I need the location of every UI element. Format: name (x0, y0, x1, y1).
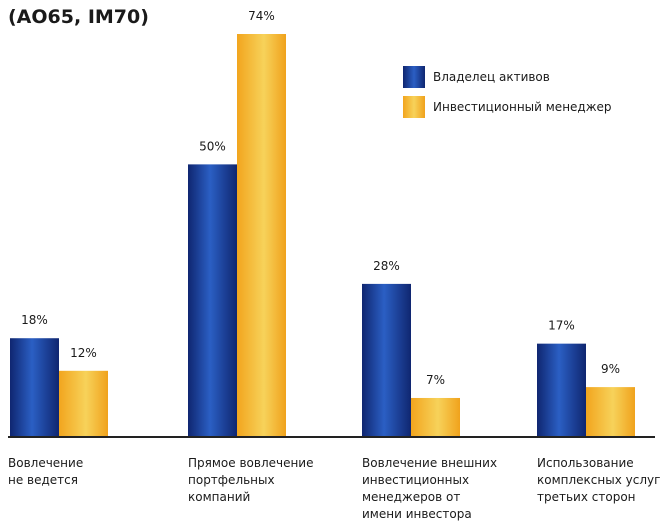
bar-investment-manager-2 (237, 34, 286, 436)
legend-item-asset-owner: Владелец активов (403, 66, 550, 88)
category-label-line: третьих сторон (537, 490, 636, 504)
bar-investment-manager-3 (411, 397, 460, 436)
chart-title: (AO65, IM70) (8, 6, 149, 28)
legend-swatch-blue (403, 66, 425, 88)
category-label-line: портфельных (188, 473, 275, 487)
legend-label: Владелец активов (433, 70, 550, 84)
value-label-asset-owner-1: 18% (21, 313, 48, 327)
value-label-investment-manager-4: 9% (601, 362, 620, 376)
value-label-asset-owner-4: 17% (548, 319, 575, 333)
bar-investment-manager-4 (586, 387, 635, 436)
legend-item-investment-manager: Инвестиционный менеджер (403, 96, 612, 118)
value-label-asset-owner-3: 28% (373, 259, 400, 273)
value-label-investment-manager-2: 74% (248, 9, 275, 23)
category-label-line: Прямое вовлечение (188, 456, 314, 470)
category-label-line: не ведется (8, 473, 78, 487)
value-label-investment-manager-3: 7% (426, 373, 445, 387)
category-label-line: Вовлечение (8, 456, 84, 470)
category-label-line: компаний (188, 490, 251, 504)
category-label-direct-engagement: Прямое вовлечение портфельных компаний (188, 455, 338, 506)
bar-asset-owner-4 (537, 343, 586, 436)
category-label-line: менеджеров от (362, 490, 461, 504)
category-label-line: комплексных услуг (537, 473, 661, 487)
legend-swatch-orange (403, 96, 425, 118)
category-label-line: Вовлечение внешних (362, 456, 498, 470)
category-label-line: инвестиционных (362, 473, 470, 487)
bar-asset-owner-2 (188, 164, 237, 437)
category-label-third-party-services: Использование комплексных услуг третьих … (537, 455, 663, 506)
category-label-line: Использование (537, 456, 634, 470)
category-label-line: имени инвестора (362, 507, 472, 521)
value-label-asset-owner-2: 50% (199, 139, 226, 153)
bar-investment-manager-1 (59, 370, 108, 436)
bar-asset-owner-3 (362, 283, 411, 436)
value-label-investment-manager-1: 12% (70, 346, 97, 360)
legend-label: Инвестиционный менеджер (433, 100, 612, 114)
category-label-no-engagement: Вовлечение не ведется (8, 455, 158, 489)
bar-asset-owner-1 (10, 338, 59, 436)
category-label-external-managers: Вовлечение внешних инвестиционных менедж… (362, 455, 512, 523)
